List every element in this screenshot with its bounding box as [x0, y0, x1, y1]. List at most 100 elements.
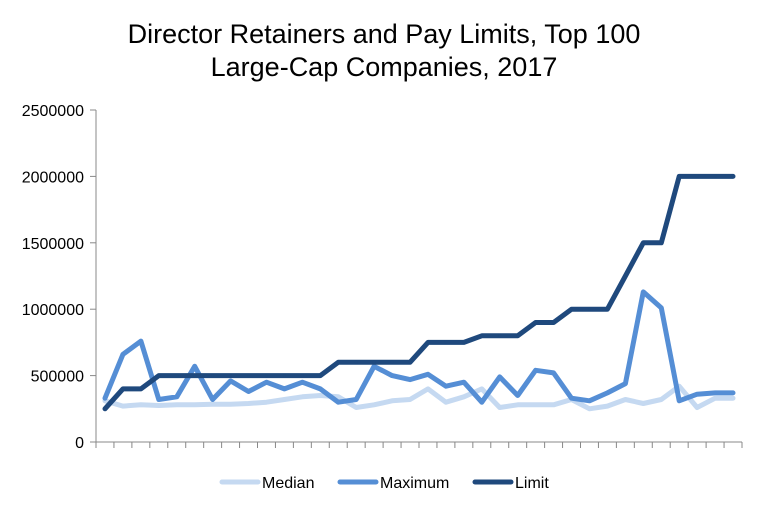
- data-point-limit: [336, 360, 340, 364]
- data-point-median: [121, 404, 125, 408]
- data-point-maximum: [300, 380, 304, 384]
- data-point-limit: [426, 340, 430, 344]
- data-point-maximum: [498, 375, 502, 379]
- legend-label-maximum: Maximum: [380, 475, 449, 492]
- data-point-median: [372, 403, 376, 407]
- data-point-maximum: [157, 398, 161, 401]
- legend-item-limit: Limit: [472, 475, 549, 492]
- data-point-maximum: [247, 390, 250, 393]
- data-point-median: [623, 398, 627, 401]
- data-point-limit: [570, 307, 573, 311]
- data-point-median: [265, 400, 268, 404]
- y-tick-label: 1000000: [22, 302, 84, 319]
- chart-title-line-2: Large-Cap Companies, 2017: [210, 52, 558, 82]
- data-point-maximum: [193, 364, 197, 368]
- data-point-median: [444, 400, 448, 404]
- data-point-limit: [175, 374, 179, 378]
- chart-legend: Median Maximum Limit: [219, 475, 549, 492]
- data-point-limit: [552, 321, 556, 324]
- series-line-maximum: [102, 289, 736, 405]
- data-point-limit: [390, 360, 394, 364]
- data-point-limit: [713, 174, 717, 178]
- y-tick-label: 0: [75, 435, 84, 452]
- data-point-limit: [139, 387, 143, 391]
- series-layer: [102, 173, 736, 412]
- data-point-limit: [641, 241, 645, 245]
- data-point-limit: [300, 374, 304, 378]
- data-point-median: [229, 402, 233, 406]
- data-point-median: [211, 402, 215, 406]
- data-point-limit: [623, 274, 627, 278]
- y-tick-label: 500000: [31, 369, 84, 386]
- data-point-limit: [157, 374, 161, 378]
- data-point-maximum: [534, 368, 538, 372]
- data-point-limit: [193, 374, 197, 378]
- data-point-median: [300, 395, 304, 399]
- data-point-median: [282, 398, 286, 401]
- data-point-median: [480, 387, 484, 391]
- data-point-maximum: [229, 379, 233, 383]
- data-point-median: [641, 402, 645, 405]
- data-point-maximum: [426, 372, 430, 376]
- data-point-maximum: [318, 387, 322, 391]
- data-point-maximum: [623, 382, 627, 386]
- data-point-maximum: [265, 380, 268, 384]
- data-point-maximum: [480, 400, 484, 404]
- data-point-maximum: [444, 384, 448, 388]
- data-point-median: [516, 403, 520, 407]
- y-tick-label: 1500000: [22, 236, 84, 253]
- chart-title-line-1: Director Retainers and Pay Limits, Top 1…: [127, 19, 641, 49]
- y-tick-label: 2000000: [22, 169, 84, 186]
- data-point-maximum: [372, 364, 376, 368]
- data-point-median: [605, 404, 609, 408]
- data-point-maximum: [408, 378, 412, 382]
- data-point-maximum: [139, 339, 143, 343]
- data-point-median: [354, 406, 358, 409]
- data-point-maximum: [605, 391, 609, 395]
- data-point-maximum: [695, 392, 699, 396]
- data-point-limit: [408, 360, 412, 364]
- series-line-limit: [102, 173, 736, 412]
- data-point-maximum: [516, 394, 520, 397]
- data-point-maximum: [570, 396, 573, 400]
- legend-item-maximum: Maximum: [337, 475, 449, 492]
- data-point-limit: [498, 334, 502, 338]
- data-point-limit: [677, 174, 681, 178]
- data-point-maximum: [462, 380, 466, 384]
- data-point-median: [462, 395, 466, 399]
- data-point-maximum: [731, 391, 735, 395]
- data-point-median: [408, 398, 412, 401]
- data-point-limit: [354, 360, 358, 364]
- data-point-maximum: [211, 398, 215, 401]
- legend-item-median: Median: [219, 475, 314, 492]
- data-point-median: [588, 407, 591, 411]
- data-point-limit: [695, 174, 699, 178]
- series-line-median: [102, 383, 736, 412]
- data-point-maximum: [659, 306, 663, 310]
- data-point-limit: [372, 360, 376, 364]
- data-point-maximum: [354, 398, 358, 401]
- data-point-maximum: [390, 374, 394, 378]
- data-point-limit: [121, 387, 125, 391]
- data-point-limit: [318, 374, 322, 378]
- data-point-median: [193, 403, 197, 407]
- chart-axes: 0 500000 1000000 1500000 2000000 2500000: [22, 103, 743, 452]
- data-point-median: [157, 404, 161, 407]
- data-point-median: [552, 403, 556, 407]
- data-point-limit: [444, 340, 448, 344]
- data-point-maximum: [552, 371, 556, 375]
- data-point-limit: [211, 374, 215, 378]
- data-point-maximum: [588, 399, 591, 403]
- data-point-median: [695, 406, 699, 409]
- data-point-median: [498, 406, 502, 409]
- data-point-median: [713, 396, 717, 400]
- data-point-limit: [103, 407, 107, 411]
- data-point-maximum: [103, 396, 107, 400]
- data-point-limit: [534, 321, 538, 324]
- data-point-limit: [480, 334, 484, 338]
- data-point-limit: [588, 307, 591, 311]
- series-maximum: [102, 289, 736, 405]
- data-point-median: [731, 396, 735, 400]
- legend-label-limit: Limit: [515, 475, 549, 492]
